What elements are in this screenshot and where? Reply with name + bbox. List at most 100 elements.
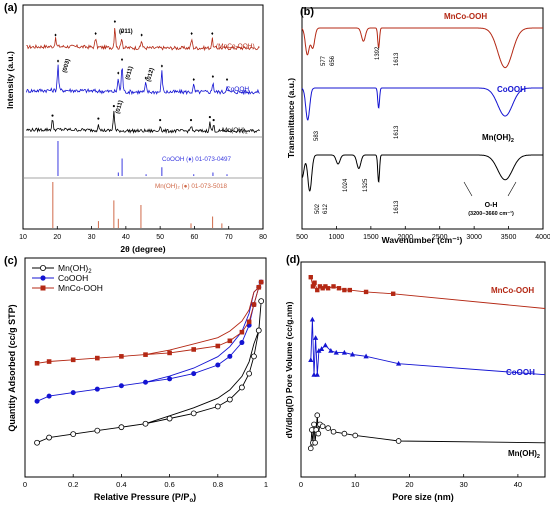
pore-size-plot-area — [307, 275, 546, 452]
xrd-label-mn-text: Mn(OH) — [222, 127, 245, 134]
pore-size-point — [308, 357, 314, 362]
pore-size-point — [313, 335, 319, 340]
isotherm-point — [215, 362, 221, 368]
isotherm-point — [94, 386, 100, 392]
psd-y-axis-label: dV/dlog(D) Pore Volume (cc/g.nm) — [284, 301, 294, 438]
isotherm-x-axis-label-sub: o — [189, 498, 193, 504]
isotherm-tick-label: 0.8 — [213, 480, 223, 489]
xrd-peak-marker: ● — [159, 117, 162, 123]
xrd-tick-label: 60 — [191, 234, 199, 241]
xrd-tick-label: 30 — [88, 234, 96, 241]
isotherm-point — [258, 298, 265, 304]
ftir-annot-oh-range: (3200−3660 cm⁻¹) — [468, 210, 514, 217]
pore-size-point — [312, 280, 317, 285]
isotherm-point — [46, 393, 52, 399]
isotherm-point — [239, 340, 245, 346]
xrd-mnoh2-trace — [26, 110, 260, 134]
xrd-x-axis-ticks: 10 20 30 40 50 60 70 80 — [19, 226, 267, 241]
pore-size-point — [307, 445, 314, 452]
panel-letter-a: (a) — [4, 2, 18, 14]
xrd-peak-marker: ● — [97, 116, 100, 122]
pore-size-tick-label: 0 — [299, 480, 303, 489]
pore-size-point — [311, 421, 317, 428]
ftir-oh-bracket-left — [463, 181, 473, 197]
xrd-peak-label-mn-011: (011) — [115, 100, 124, 115]
isotherm-point — [34, 398, 40, 404]
ftir-annot-1613-b: 1613 — [394, 125, 400, 139]
isotherm-point — [119, 354, 124, 359]
ftir-mnco-ooh-trace — [301, 27, 543, 69]
panel-a-xrd: ♦ ♦♦♦ ♦ ♦ ♦♦♦♦♦♦♦♦♦● ●●● ● ● ● (MnCo-OOH) CoOOH … — [5, 4, 267, 254]
ftir-x-axis-ticks: 500 1000 1500 2000 2500 3000 3500 4000 — [296, 226, 550, 241]
pore-size-point — [333, 349, 339, 355]
panel-letter-d: (d) — [286, 254, 300, 266]
pore-size-point — [395, 438, 402, 444]
xrd-peak-marker: ♦ — [140, 33, 143, 39]
isotherm-point — [167, 350, 172, 356]
pore-size-point — [330, 428, 337, 435]
pore-size-point — [319, 346, 325, 351]
pore-size-point — [319, 423, 326, 430]
ftir-annot-502: 502 — [315, 203, 321, 214]
isotherm-point — [226, 396, 233, 403]
isotherm-line — [36, 301, 262, 444]
pore-size-point — [310, 284, 316, 289]
xrd-tick-label: 20 — [53, 234, 61, 241]
ftir-cooh-trace — [301, 87, 543, 121]
isotherm-point — [246, 319, 252, 325]
xrd-peak-marker: ● — [51, 113, 54, 119]
xrd-peak-label-co-012: (012) — [146, 67, 155, 82]
isotherm-point — [94, 427, 101, 434]
ftir-annot-1613-c: 1613 — [394, 200, 400, 214]
pore-size-point — [336, 286, 342, 291]
isotherm-line — [36, 281, 262, 364]
ftir-label-mnco: MnCo-OOH — [444, 12, 487, 21]
psd-label-mnco: MnCo-OOH — [491, 286, 534, 295]
isotherm-tick-label: 0.2 — [68, 480, 78, 489]
panel-d-frame — [300, 261, 546, 478]
isotherm-plot-area — [34, 279, 265, 446]
panel-c-frame — [24, 257, 267, 478]
xrd-peak-marker: ♦ — [94, 31, 97, 37]
ftir-tick-label: 4000 — [535, 234, 550, 241]
isotherm-point — [118, 424, 125, 431]
pore-size-point — [316, 348, 322, 353]
ftir-tick-label: 1500 — [363, 234, 379, 241]
isotherm-point — [167, 376, 173, 382]
pore-size-tick-label: 10 — [351, 480, 359, 489]
pore-size-point — [314, 412, 321, 419]
xrd-peak-marker: ♦ — [117, 70, 120, 76]
isotherm-point — [227, 353, 233, 359]
legend-marker — [40, 264, 47, 271]
xrd-peak-markers: ♦ ♦♦♦ ♦ ♦ ♦♦♦♦♦♦♦♦♦● ●●● ● ● ● — [51, 19, 229, 123]
isotherm-point — [34, 439, 40, 446]
ftir-y-axis-label: Transmittance (a.u.) — [286, 78, 296, 158]
ftir-annot-1024: 1024 — [343, 178, 349, 192]
pore-size-point — [341, 349, 347, 355]
ref-mnoh2-sticks — [52, 182, 223, 228]
xrd-cooh-trace — [26, 64, 260, 96]
isotherm-point — [143, 379, 148, 385]
ftir-annot-1613-a: 1613 — [394, 52, 400, 66]
isotherm-point — [70, 357, 76, 363]
xrd-peak-marker: ♦ — [211, 31, 214, 37]
xrd-peak-label-co-003: (003) — [62, 58, 71, 73]
pore-size-point — [320, 286, 325, 291]
ftir-annot-1325: 1325 — [363, 178, 369, 192]
xrd-label-mnco: (MnCo-OOH) — [216, 43, 255, 50]
isotherm-x-axis-label-text: Relative Pressure (P/P — [94, 492, 190, 502]
xrd-tick-label: 50 — [156, 234, 164, 241]
isotherm-point — [70, 431, 77, 437]
panel-b-ftir: MnCo-OOH CoOOH Mn(OH)2 577 656 1392 1613… — [286, 7, 550, 245]
pore-size-line — [310, 319, 546, 376]
pore-size-line — [310, 415, 546, 449]
pore-size-x-axis-ticks: 0 10 20 30 40 — [299, 474, 522, 489]
xrd-tick-label: 10 — [19, 234, 27, 241]
isotherm-x-axis-ticks: 0 0.2 0.4 0.6 0.8 1 — [23, 474, 268, 489]
legend-label: CoOOH — [58, 273, 88, 283]
xrd-peak-marker: ● — [189, 117, 192, 123]
isotherm-point — [191, 371, 197, 377]
pore-size-point — [323, 284, 328, 289]
